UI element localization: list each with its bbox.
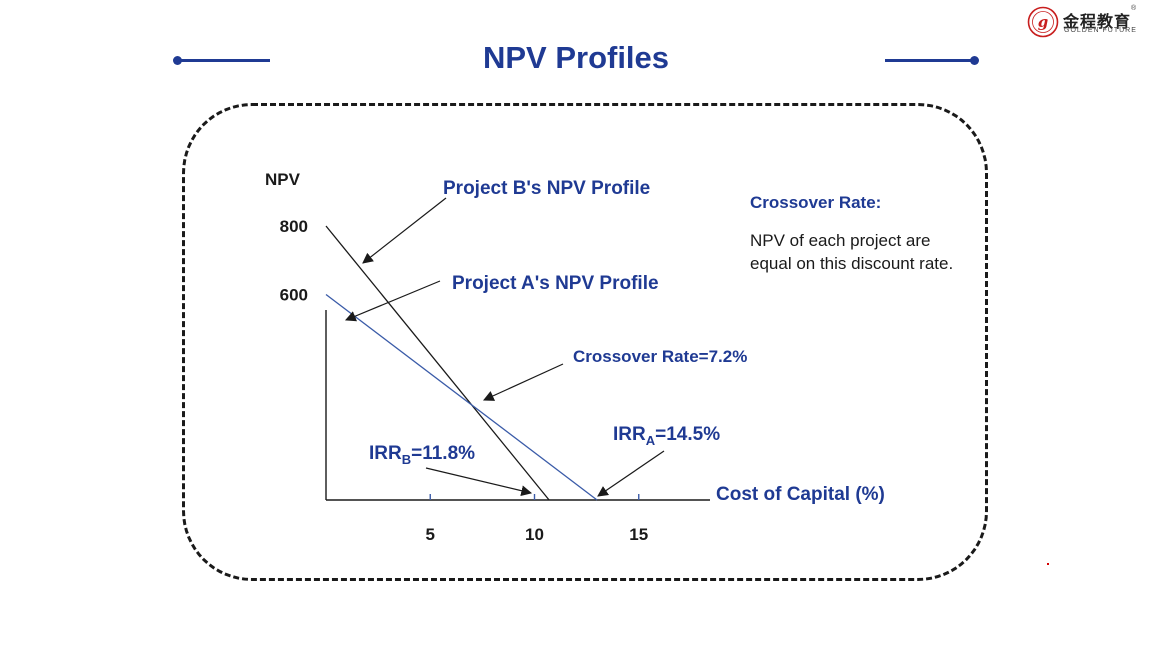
irr-b-main: IRR xyxy=(369,443,402,464)
crossover-note-body: NPV of each project are equal on this di… xyxy=(750,231,954,273)
irr-b-subscript: B xyxy=(402,452,411,467)
irr-a-label: IRRA=14.5% xyxy=(613,424,720,448)
project-a-label: Project A's NPV Profile xyxy=(452,273,659,294)
y-tick-label: 800 xyxy=(280,217,308,236)
project-b-arrow xyxy=(362,197,447,264)
logo-registered-mark: ® xyxy=(1131,5,1137,12)
project-b-npv-line xyxy=(325,225,550,501)
y-axis-label: NPV xyxy=(265,170,301,189)
company-logo: g 金程教育 GOLDEN FUTURE ® xyxy=(1027,5,1139,39)
slide-title: NPV Profiles xyxy=(482,40,670,75)
title-right-rule xyxy=(885,59,975,62)
logo-emblem-icon: g xyxy=(1027,6,1059,38)
x-tick-label: 10 xyxy=(525,525,544,544)
dashed-frame xyxy=(182,103,988,581)
crossover-arrow xyxy=(483,363,564,401)
title-left-dot xyxy=(173,56,182,65)
svg-text:g: g xyxy=(1038,13,1049,31)
x-tick-label: 15 xyxy=(629,525,648,544)
project-a-npv-line xyxy=(325,293,598,501)
y-tick-label: 600 xyxy=(280,286,308,305)
irr-a-arrow xyxy=(597,450,665,497)
irr-b-label: IRRB=11.8% xyxy=(369,443,475,467)
crossover-note-heading: Crossover Rate: xyxy=(750,193,882,212)
project-b-label: Project B's NPV Profile xyxy=(443,178,650,199)
logo-english-text: GOLDEN FUTURE xyxy=(1064,27,1137,34)
irr-b-value: =11.8% xyxy=(411,443,475,464)
x-tick-label: 5 xyxy=(426,525,435,544)
stray-red-dot xyxy=(1047,563,1049,565)
title-right-dot xyxy=(970,56,979,65)
irr-b-arrow xyxy=(425,467,533,497)
irr-a-subscript: A xyxy=(646,433,656,448)
logo-chinese-text: 金程教育 xyxy=(1063,14,1132,31)
x-axis-label: Cost of Capital (%) xyxy=(716,484,885,505)
project-a-arrow xyxy=(345,280,441,322)
irr-a-value: =14.5% xyxy=(655,424,720,445)
crossover-label: Crossover Rate=7.2% xyxy=(573,347,747,366)
title-left-rule xyxy=(178,59,270,62)
irr-a-main: IRR xyxy=(613,424,646,445)
